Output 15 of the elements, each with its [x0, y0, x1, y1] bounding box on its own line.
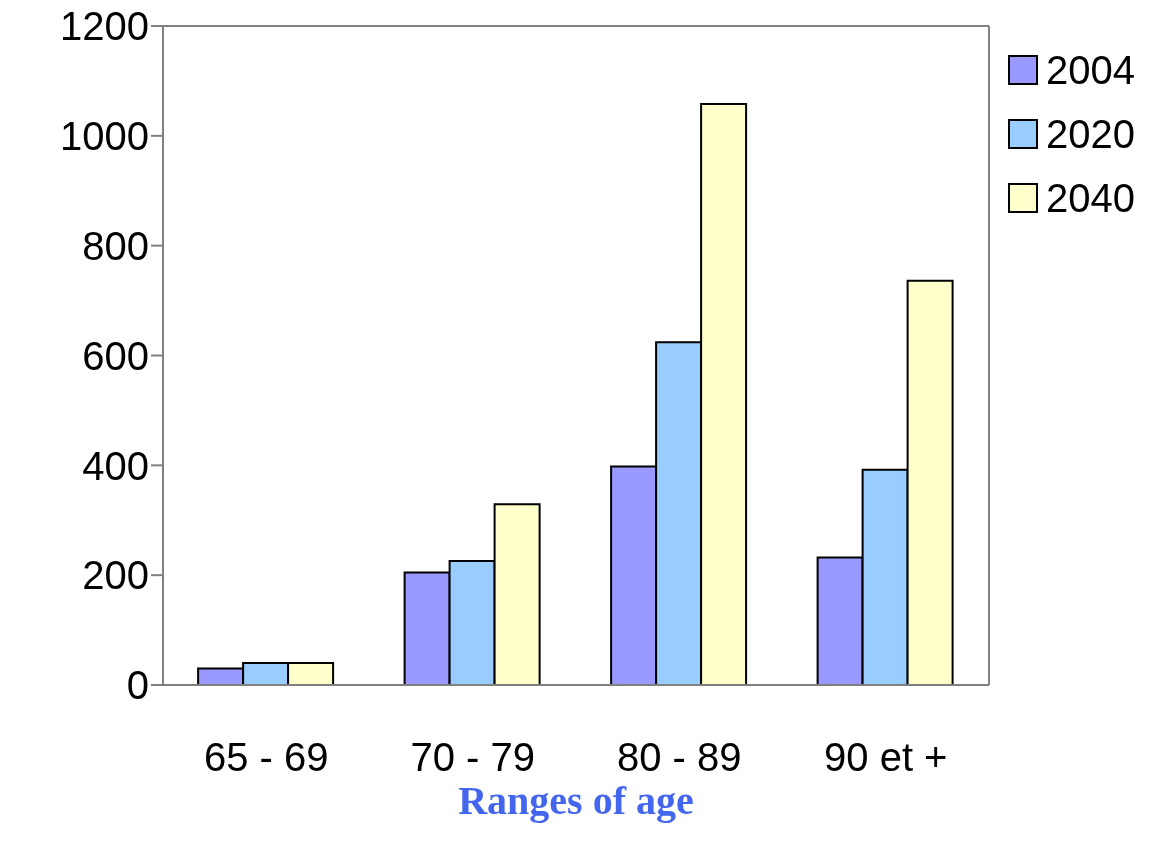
y-tick-label: 200 — [82, 553, 149, 598]
y-tick-label: 800 — [82, 223, 149, 268]
y-tick-label: 1200 — [60, 4, 149, 49]
y-tick-label: 600 — [82, 333, 149, 378]
legend-label: 2040 — [1046, 175, 1135, 221]
legend-label: 2004 — [1046, 47, 1135, 93]
x-tick-label: 70 - 79 — [410, 735, 536, 780]
x-tick-label: 65 - 69 — [203, 735, 329, 780]
x-tick-label: 90 et + — [824, 735, 948, 780]
y-tick-label: 0 — [126, 663, 149, 708]
x-axis-title: Ranges of age — [458, 778, 694, 823]
y-tick-label: 1000 — [60, 114, 149, 159]
legend-label: 2020 — [1046, 111, 1135, 157]
x-tick-label: 80 - 89 — [616, 735, 742, 780]
y-tick-label: 400 — [82, 443, 149, 488]
